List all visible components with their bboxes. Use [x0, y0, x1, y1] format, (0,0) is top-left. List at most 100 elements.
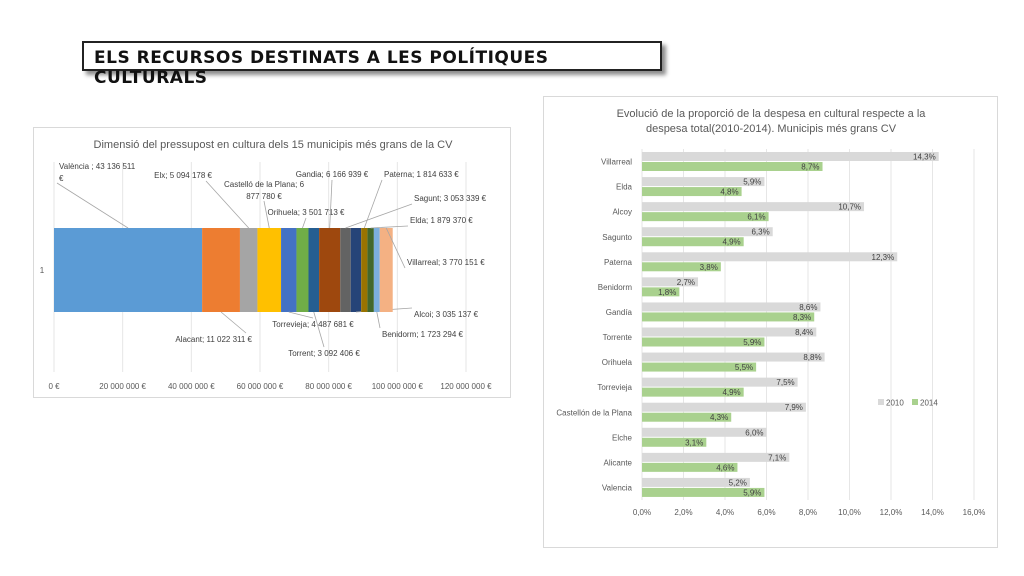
leader-line: [385, 227, 406, 269]
budget-chart-panel: Dimensió del pressupost en cultura dels …: [33, 127, 511, 398]
x-tick-label: 20 000 000 €: [99, 382, 146, 391]
bar-segment-alacant: [202, 228, 240, 312]
legend-swatch-2010: [878, 399, 884, 405]
data-label: 1,8%: [658, 288, 676, 297]
legend-swatch-2014: [912, 399, 918, 405]
x-tick-label: 8,0%: [799, 508, 817, 517]
data-label: 8,7%: [801, 163, 819, 172]
leader-line: [370, 225, 409, 229]
bar-2014-sagunto: [642, 237, 744, 247]
data-label: 7,9%: [785, 403, 803, 412]
category-label: Alicante: [604, 458, 633, 467]
bar-2010-sagunto: [642, 227, 773, 237]
x-tick-label: 60 000 000 €: [237, 382, 284, 391]
chart-title-line: despesa total(2010-2014). Municipis més …: [646, 123, 897, 135]
category-label: Elda: [616, 183, 633, 192]
bar-segment-elx: [239, 228, 258, 312]
bar-2010-villarreal: [642, 152, 939, 161]
x-tick-label: 10,0%: [838, 508, 861, 517]
bar-segment-paterna: [361, 228, 368, 312]
x-tick-label: 14,0%: [921, 508, 944, 517]
slide-title: ELS RECURSOS DESTINATS A LES POLÍTIQUES …: [94, 48, 549, 88]
legend-label: 2014: [920, 399, 938, 408]
x-tick-label: 0 €: [48, 382, 60, 391]
bar-segment-orihuela: [296, 228, 309, 312]
data-label: 877 780 €: [246, 192, 282, 201]
data-label: 8,8%: [803, 353, 821, 362]
proportion-chart-panel: Evolució de la proporció de la despesa e…: [543, 96, 998, 548]
data-label: 6,1%: [747, 213, 765, 222]
leader-line: [376, 311, 381, 329]
category-label: Villarreal: [601, 158, 632, 167]
category-label: Torrevieja: [597, 383, 632, 392]
leader-line: [56, 182, 129, 229]
data-label: 4,9%: [722, 388, 740, 397]
leader-line: [205, 180, 249, 229]
category-label: Benidorm: [598, 283, 633, 292]
data-label: 12,3%: [872, 253, 895, 262]
data-label: València ; 43 136 511: [59, 162, 136, 171]
category-label: Alcoy: [612, 208, 632, 217]
x-tick-label: 80 000 000 €: [305, 382, 352, 391]
data-label: 6,0%: [745, 428, 763, 437]
bar-2010-elche: [642, 427, 767, 437]
category-label: Sagunto: [602, 233, 632, 242]
category-label: Torrente: [603, 333, 633, 342]
data-label: Torrevieja; 4 487 681 €: [272, 320, 354, 329]
bar-segment-gandia: [319, 228, 341, 312]
bar-2010-torrevieja: [642, 377, 798, 387]
data-label: Torrent; 3 092 406 €: [288, 349, 360, 358]
data-label: 2,7%: [677, 278, 695, 287]
chart-title: Dimensió del pressupost en cultura dels …: [94, 139, 454, 151]
x-tick-label: 40 000 000 €: [168, 382, 215, 391]
data-label: 5,9%: [743, 338, 761, 347]
data-label: 7,5%: [776, 378, 794, 387]
bar-2010-alcoy: [642, 202, 865, 212]
data-label: 5,9%: [743, 488, 761, 497]
data-label: 8,6%: [799, 303, 817, 312]
bar-2014-gand-a: [642, 312, 815, 322]
chart-title-line: Evolució de la proporció de la despesa e…: [617, 108, 927, 120]
leader-line: [288, 311, 314, 319]
bar-2010-castell-n-de-la-plana: [642, 402, 806, 412]
data-label: 10,7%: [838, 203, 861, 212]
x-tick-label: 100 000 000 €: [372, 382, 424, 391]
bar-2010-gand-a: [642, 302, 821, 312]
bar-segment-torrevieja: [281, 228, 297, 312]
data-label: 6,3%: [751, 228, 769, 237]
bar-segment-villarreal: [379, 228, 393, 312]
bar-2014-benidorm: [642, 287, 680, 297]
leader-line: [345, 203, 413, 229]
data-label: 8,3%: [793, 313, 811, 322]
x-tick-label: 6,0%: [757, 508, 775, 517]
slide-title-box: ELS RECURSOS DESTINATS A LES POLÍTIQUES …: [82, 41, 662, 88]
data-label: Elx; 5 094 178 €: [154, 171, 212, 180]
data-label: Gandia; 6 166 939 €: [296, 170, 369, 179]
data-label: Castelló de la Plana; 6: [224, 180, 305, 189]
bar-2014-villarreal: [642, 162, 823, 171]
data-label: Alacant; 11 022 311 €: [175, 335, 252, 344]
data-label: 14,3%: [913, 153, 936, 162]
data-label: 8,4%: [795, 328, 813, 337]
bar-2010-benidorm: [642, 277, 699, 287]
bar-segment-sagunt: [340, 228, 351, 312]
data-label: Sagunt; 3 053 339 €: [414, 194, 487, 203]
x-tick-label: 0,0%: [633, 508, 651, 517]
bar-2014-castell-n-de-la-plana: [642, 412, 732, 422]
bar-segment-castell-de-la-plana: [257, 228, 282, 312]
leader-line: [363, 179, 383, 229]
bar-2010-paterna: [642, 252, 898, 262]
bar-2014-orihuela: [642, 362, 757, 372]
data-label: 4,6%: [716, 463, 734, 472]
bar-segment-torrent: [308, 228, 320, 312]
data-label: 5,5%: [735, 363, 753, 372]
x-tick-label: 4,0%: [716, 508, 734, 517]
proportion-grouped-bar-chart: Evolució de la proporció de la despesa e…: [556, 108, 985, 517]
data-label: 5,9%: [743, 178, 761, 187]
bar-2010-alicante: [642, 452, 790, 462]
category-label: Valencia: [602, 483, 633, 492]
data-label: 4,9%: [722, 238, 740, 247]
data-label: €: [59, 174, 64, 183]
category-label: Gandía: [606, 308, 633, 317]
leader-line: [302, 217, 307, 229]
